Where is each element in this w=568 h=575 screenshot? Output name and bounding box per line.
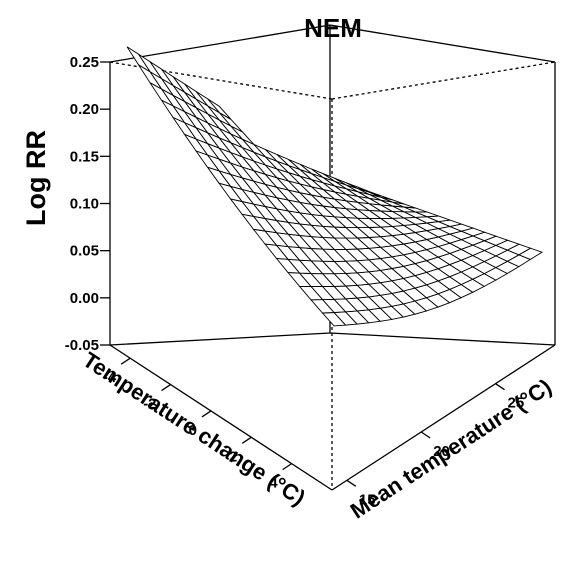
x-tick-mark	[120, 357, 131, 365]
box-bottom-right-edge	[331, 344, 556, 491]
plot-box	[109, 24, 556, 491]
box-front-top-right-edge	[329, 24, 556, 63]
x-tick-label: -2	[143, 396, 156, 413]
z-tick-label: 0.05	[70, 243, 99, 260]
z-tick-label: 0.25	[70, 54, 99, 71]
z-axis-ticks: -0.05 0.00 0.05 0.10 0.15 0.20 0.25	[65, 54, 110, 354]
x-axis-label: Temperature change (°C)	[78, 347, 309, 510]
x-tick-mark	[241, 436, 252, 444]
y-axis-ticks: 15 20 25	[346, 383, 525, 508]
z-axis-label: Log RR	[21, 130, 51, 226]
y-tick-mark	[495, 383, 505, 391]
x-tick-label: 0	[189, 422, 197, 439]
y-tick-label: 15	[359, 491, 376, 508]
box-bottom-left-edge	[109, 344, 333, 491]
x-tick-label: 2	[229, 448, 237, 465]
surface-mesh	[126, 46, 544, 327]
z-tick-label: -0.05	[65, 337, 99, 354]
y-axis-label: Mean temperature (°C)	[346, 374, 556, 524]
z-tick-label: 0.20	[70, 101, 99, 118]
x-tick-mark	[161, 384, 171, 392]
x-tick-label: 4	[269, 475, 278, 492]
y-tick-label: 25	[508, 395, 525, 412]
surface-mesh-cell	[207, 98, 232, 120]
z-tick-label: 0.10	[70, 196, 99, 213]
x-tick-mark	[201, 410, 212, 418]
box-front-top-left-edge	[109, 24, 331, 63]
z-tick-label: 0.00	[70, 290, 99, 307]
x-axis-ticks: -4 -2 0 2 4	[103, 357, 292, 492]
box-floor-right-edge	[329, 332, 556, 346]
x-tick-mark	[282, 463, 292, 471]
box-floor-left-edge	[109, 332, 331, 346]
z-tick-label: 0.15	[70, 148, 99, 165]
y-tick-mark	[346, 479, 357, 487]
y-tick-label: 20	[433, 443, 450, 460]
box-back-top-right-edge	[331, 61, 556, 100]
y-tick-mark	[420, 431, 431, 439]
surface-mesh-cell	[357, 186, 382, 197]
x-tick-label: -4	[103, 369, 117, 386]
